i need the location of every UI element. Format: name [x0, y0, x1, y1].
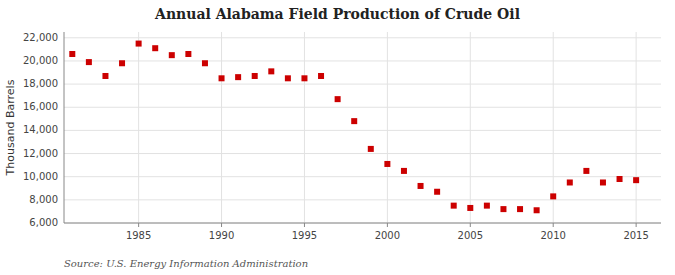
page: {"chart_data": { "type": "scatter", "tit… — [0, 0, 675, 275]
x-tick-label: 1995 — [292, 230, 317, 241]
point — [484, 203, 490, 209]
grid — [64, 32, 661, 223]
y-tick-label: 8,000 — [29, 194, 58, 205]
point — [368, 146, 374, 152]
y-tick-label: 16,000 — [23, 101, 58, 112]
y-tick-label: 12,000 — [23, 148, 58, 159]
x-grid-line — [221, 32, 222, 223]
point — [185, 51, 191, 57]
y-axis-label: Thousand Barrels — [4, 79, 17, 176]
point — [384, 161, 390, 167]
chart: 6,000 8,000 10,000 12,000 14,000 16,000 18,000… — [0, 0, 675, 275]
point — [285, 75, 291, 81]
x-tick — [636, 223, 637, 227]
point — [318, 73, 324, 79]
x-axis-line — [64, 223, 661, 224]
y-grid-line — [64, 130, 661, 131]
point — [268, 68, 274, 74]
point — [351, 118, 357, 124]
y-grid-line — [64, 107, 661, 108]
point — [451, 203, 457, 209]
point — [86, 59, 92, 65]
y-tick-label: 10,000 — [23, 171, 58, 182]
point — [102, 73, 108, 79]
x-tick — [304, 223, 305, 227]
x-grid-line — [304, 32, 305, 223]
point — [583, 168, 589, 174]
y-axis-line — [64, 32, 65, 223]
x-grid-line — [138, 32, 139, 223]
point — [600, 179, 606, 185]
x-tick-label: 1990 — [209, 230, 234, 241]
title: Annual Alabama Field Production of Crude… — [154, 6, 520, 22]
x-grid-line — [636, 32, 637, 223]
point — [169, 52, 175, 58]
point — [534, 207, 540, 213]
y-tick-label: 6,000 — [29, 217, 58, 228]
x-tick — [553, 223, 554, 227]
point — [69, 51, 75, 57]
point — [418, 183, 424, 189]
point — [434, 189, 440, 195]
y-grid-line — [64, 60, 661, 61]
y-tick-label: 18,000 — [23, 78, 58, 89]
point — [202, 60, 208, 66]
point — [219, 75, 225, 81]
x-tick — [387, 223, 388, 227]
x-tick-label: 2010 — [540, 230, 565, 241]
point — [152, 45, 158, 51]
x-grid-line — [470, 32, 471, 223]
point — [467, 205, 473, 211]
points — [69, 41, 639, 214]
y-grid-line — [64, 223, 661, 224]
point — [235, 74, 241, 80]
y-grid-line — [64, 37, 661, 38]
point — [567, 179, 573, 185]
x-tick — [221, 223, 222, 227]
x-tick-label: 1985 — [126, 230, 151, 241]
point — [500, 206, 506, 212]
point — [401, 168, 407, 174]
y-grid-line — [64, 84, 661, 85]
y-tick-label: 22,000 — [23, 32, 58, 43]
point — [136, 41, 142, 47]
x-tick-label: 2015 — [623, 230, 648, 241]
point — [119, 60, 125, 66]
point — [633, 177, 639, 183]
point — [550, 193, 556, 199]
point — [517, 206, 523, 212]
x-tick — [470, 223, 471, 227]
y-grid-line — [64, 199, 661, 200]
point — [301, 75, 307, 81]
x-tick-label: 2005 — [458, 230, 483, 241]
point — [617, 176, 623, 182]
y-grid-line — [64, 153, 661, 154]
y-tick-label: 14,000 — [23, 124, 58, 135]
point — [335, 96, 341, 102]
x-tick-label: 2000 — [375, 230, 400, 241]
x-tick — [138, 223, 139, 227]
y-tick-label: 20,000 — [23, 55, 58, 66]
point — [252, 73, 258, 79]
axes: 6,000 8,000 10,000 12,000 14,000 16,000 18,000… — [23, 32, 661, 241]
y-grid-line — [64, 176, 661, 177]
source: Source: U.S. Energy Information Administ… — [64, 258, 308, 269]
x-grid-line — [387, 32, 388, 223]
